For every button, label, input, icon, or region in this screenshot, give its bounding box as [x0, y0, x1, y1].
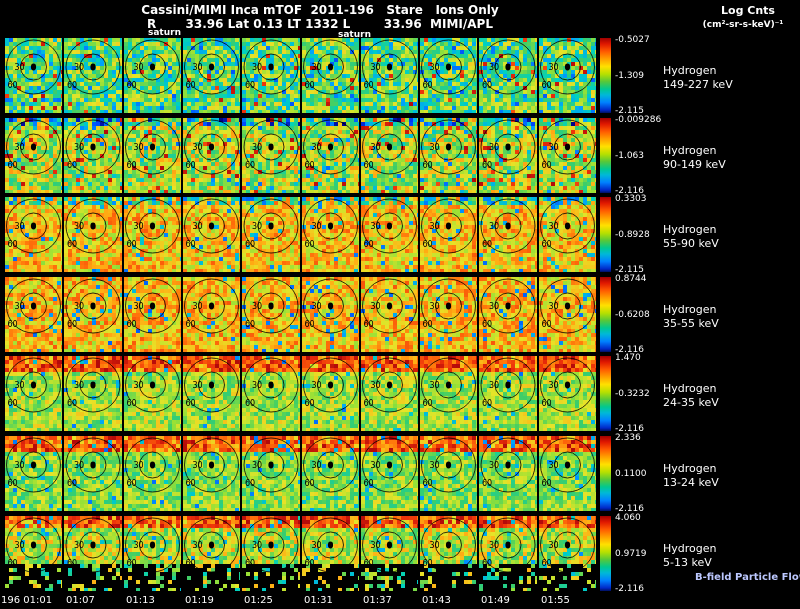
- sky-map-panel-strip: [5, 436, 598, 511]
- colorbar-mid-label: -0.3232: [615, 388, 650, 399]
- energy-range-label: 90-149 keV: [663, 158, 726, 171]
- sky-map-panel-strip: [5, 277, 598, 352]
- colorbar-mid-label: 0.9719: [615, 548, 647, 559]
- time-tick-label: 01:13: [126, 595, 155, 606]
- colorbar-min-label: -2.115: [615, 265, 645, 275]
- species-label: Hydrogen: [663, 303, 717, 316]
- energy-band-row: -0.009286 -1.063 -2.116 Hydrogen 90-149 keV: [0, 115, 800, 196]
- colorbar: [600, 197, 611, 272]
- energy-range-label: 35-55 keV: [663, 317, 719, 330]
- colorbar-mid-label: -1.063: [615, 150, 645, 161]
- colorbar-max-label: 0.3303: [615, 194, 647, 204]
- sky-map-panel-strip: [5, 516, 598, 591]
- time-tick-label: 01:55: [541, 595, 570, 606]
- colorbar-mid-label: -0.8928: [615, 229, 650, 240]
- energy-range-label: 24-35 keV: [663, 396, 719, 409]
- colorbar: [600, 436, 611, 511]
- colorbar: [600, 356, 611, 431]
- colorbar-min-label: -2.116: [615, 584, 645, 594]
- colorbar-max-label: -0.009286: [615, 115, 662, 125]
- time-tick-label: 01:25: [244, 595, 273, 606]
- sky-map-panel-strip: [5, 356, 598, 431]
- energy-range-label: 55-90 keV: [663, 237, 719, 250]
- page-subtitle: R 33.96 Lat 0.13 LT 1332 L 33.96 MIMI/AP…: [147, 17, 493, 31]
- time-tick-label: 01:37: [363, 595, 392, 606]
- time-tick-label: 01:07: [66, 595, 95, 606]
- colorbar-max-label: 1.470: [615, 353, 641, 363]
- energy-band-row: -0.5027 -1.309 -2.115 Hydrogen 149-227 keV: [0, 35, 800, 116]
- time-tick-label: 196 01:01: [1, 595, 53, 606]
- time-axis: 196 01:01 01:07 01:13 01:19 01:25 01:31 01:37 0…: [0, 595, 800, 609]
- energy-range-label: 13-24 keV: [663, 476, 719, 489]
- colorbar: [600, 118, 611, 193]
- energy-range-label: 149-227 keV: [663, 78, 733, 91]
- colorbar: [600, 38, 611, 113]
- time-tick-label: 01:19: [185, 595, 214, 606]
- colorbar-max-label: -0.5027: [615, 35, 650, 45]
- energy-band-row: 0.8744 -0.6208 -2.116 Hydrogen 35-55 keV: [0, 274, 800, 355]
- colorbar-min-label: -2.116: [615, 186, 645, 196]
- saturn-annotation-right: saturn: [338, 30, 371, 40]
- energy-band-row: 0.3303 -0.8928 -2.115 Hydrogen 55-90 keV: [0, 194, 800, 275]
- sky-map-panel-strip: [5, 118, 598, 193]
- colorbar-min-label: -2.116: [615, 424, 645, 434]
- colorbar-mid-label: -1.309: [615, 70, 645, 81]
- species-label: Hydrogen: [663, 382, 717, 395]
- colorbar-max-label: 0.8744: [615, 274, 647, 284]
- species-label: Hydrogen: [663, 462, 717, 475]
- energy-band-row: 4.060 0.9719 -2.116 Hydrogen 5-13 keV: [0, 513, 800, 594]
- colorbar-mid-label: 0.1100: [615, 468, 647, 479]
- colorbar-min-label: -2.116: [615, 504, 645, 514]
- colorbar-max-label: 4.060: [615, 513, 641, 523]
- time-tick-label: 01:43: [422, 595, 451, 606]
- colorbar-max-label: 2.336: [615, 433, 641, 443]
- sky-map-panel-strip: [5, 197, 598, 272]
- time-tick-label: 01:31: [304, 595, 333, 606]
- species-label: Hydrogen: [663, 64, 717, 77]
- bfield-particle-flow-label: B-field Particle Flow: [695, 572, 800, 583]
- colorbar: [600, 277, 611, 352]
- page-title: Cassini/MIMI Inca mTOF 2011-196 Stare Io…: [141, 3, 499, 17]
- colorbar: [600, 516, 611, 591]
- colorbar-min-label: -2.115: [615, 106, 645, 116]
- colorbar-min-label: -2.116: [615, 345, 645, 355]
- species-label: Hydrogen: [663, 542, 717, 555]
- species-label: Hydrogen: [663, 223, 717, 236]
- sky-map-panel-strip: [5, 38, 598, 113]
- colorbar-mid-label: -0.6208: [615, 309, 650, 320]
- energy-band-row: 1.470 -0.3232 -2.116 Hydrogen 24-35 keV: [0, 353, 800, 434]
- time-tick-label: 01:49: [481, 595, 510, 606]
- energy-range-label: 5-13 keV: [663, 556, 712, 569]
- species-label: Hydrogen: [663, 144, 717, 157]
- saturn-annotation-left: saturn: [148, 28, 181, 38]
- colorbar-units-subtitle: (cm²-sr-s-keV)⁻¹: [702, 20, 784, 30]
- energy-band-row: 2.336 0.1100 -2.116 Hydrogen 13-24 keV: [0, 433, 800, 514]
- colorbar-units-title: Log Cnts: [721, 4, 775, 17]
